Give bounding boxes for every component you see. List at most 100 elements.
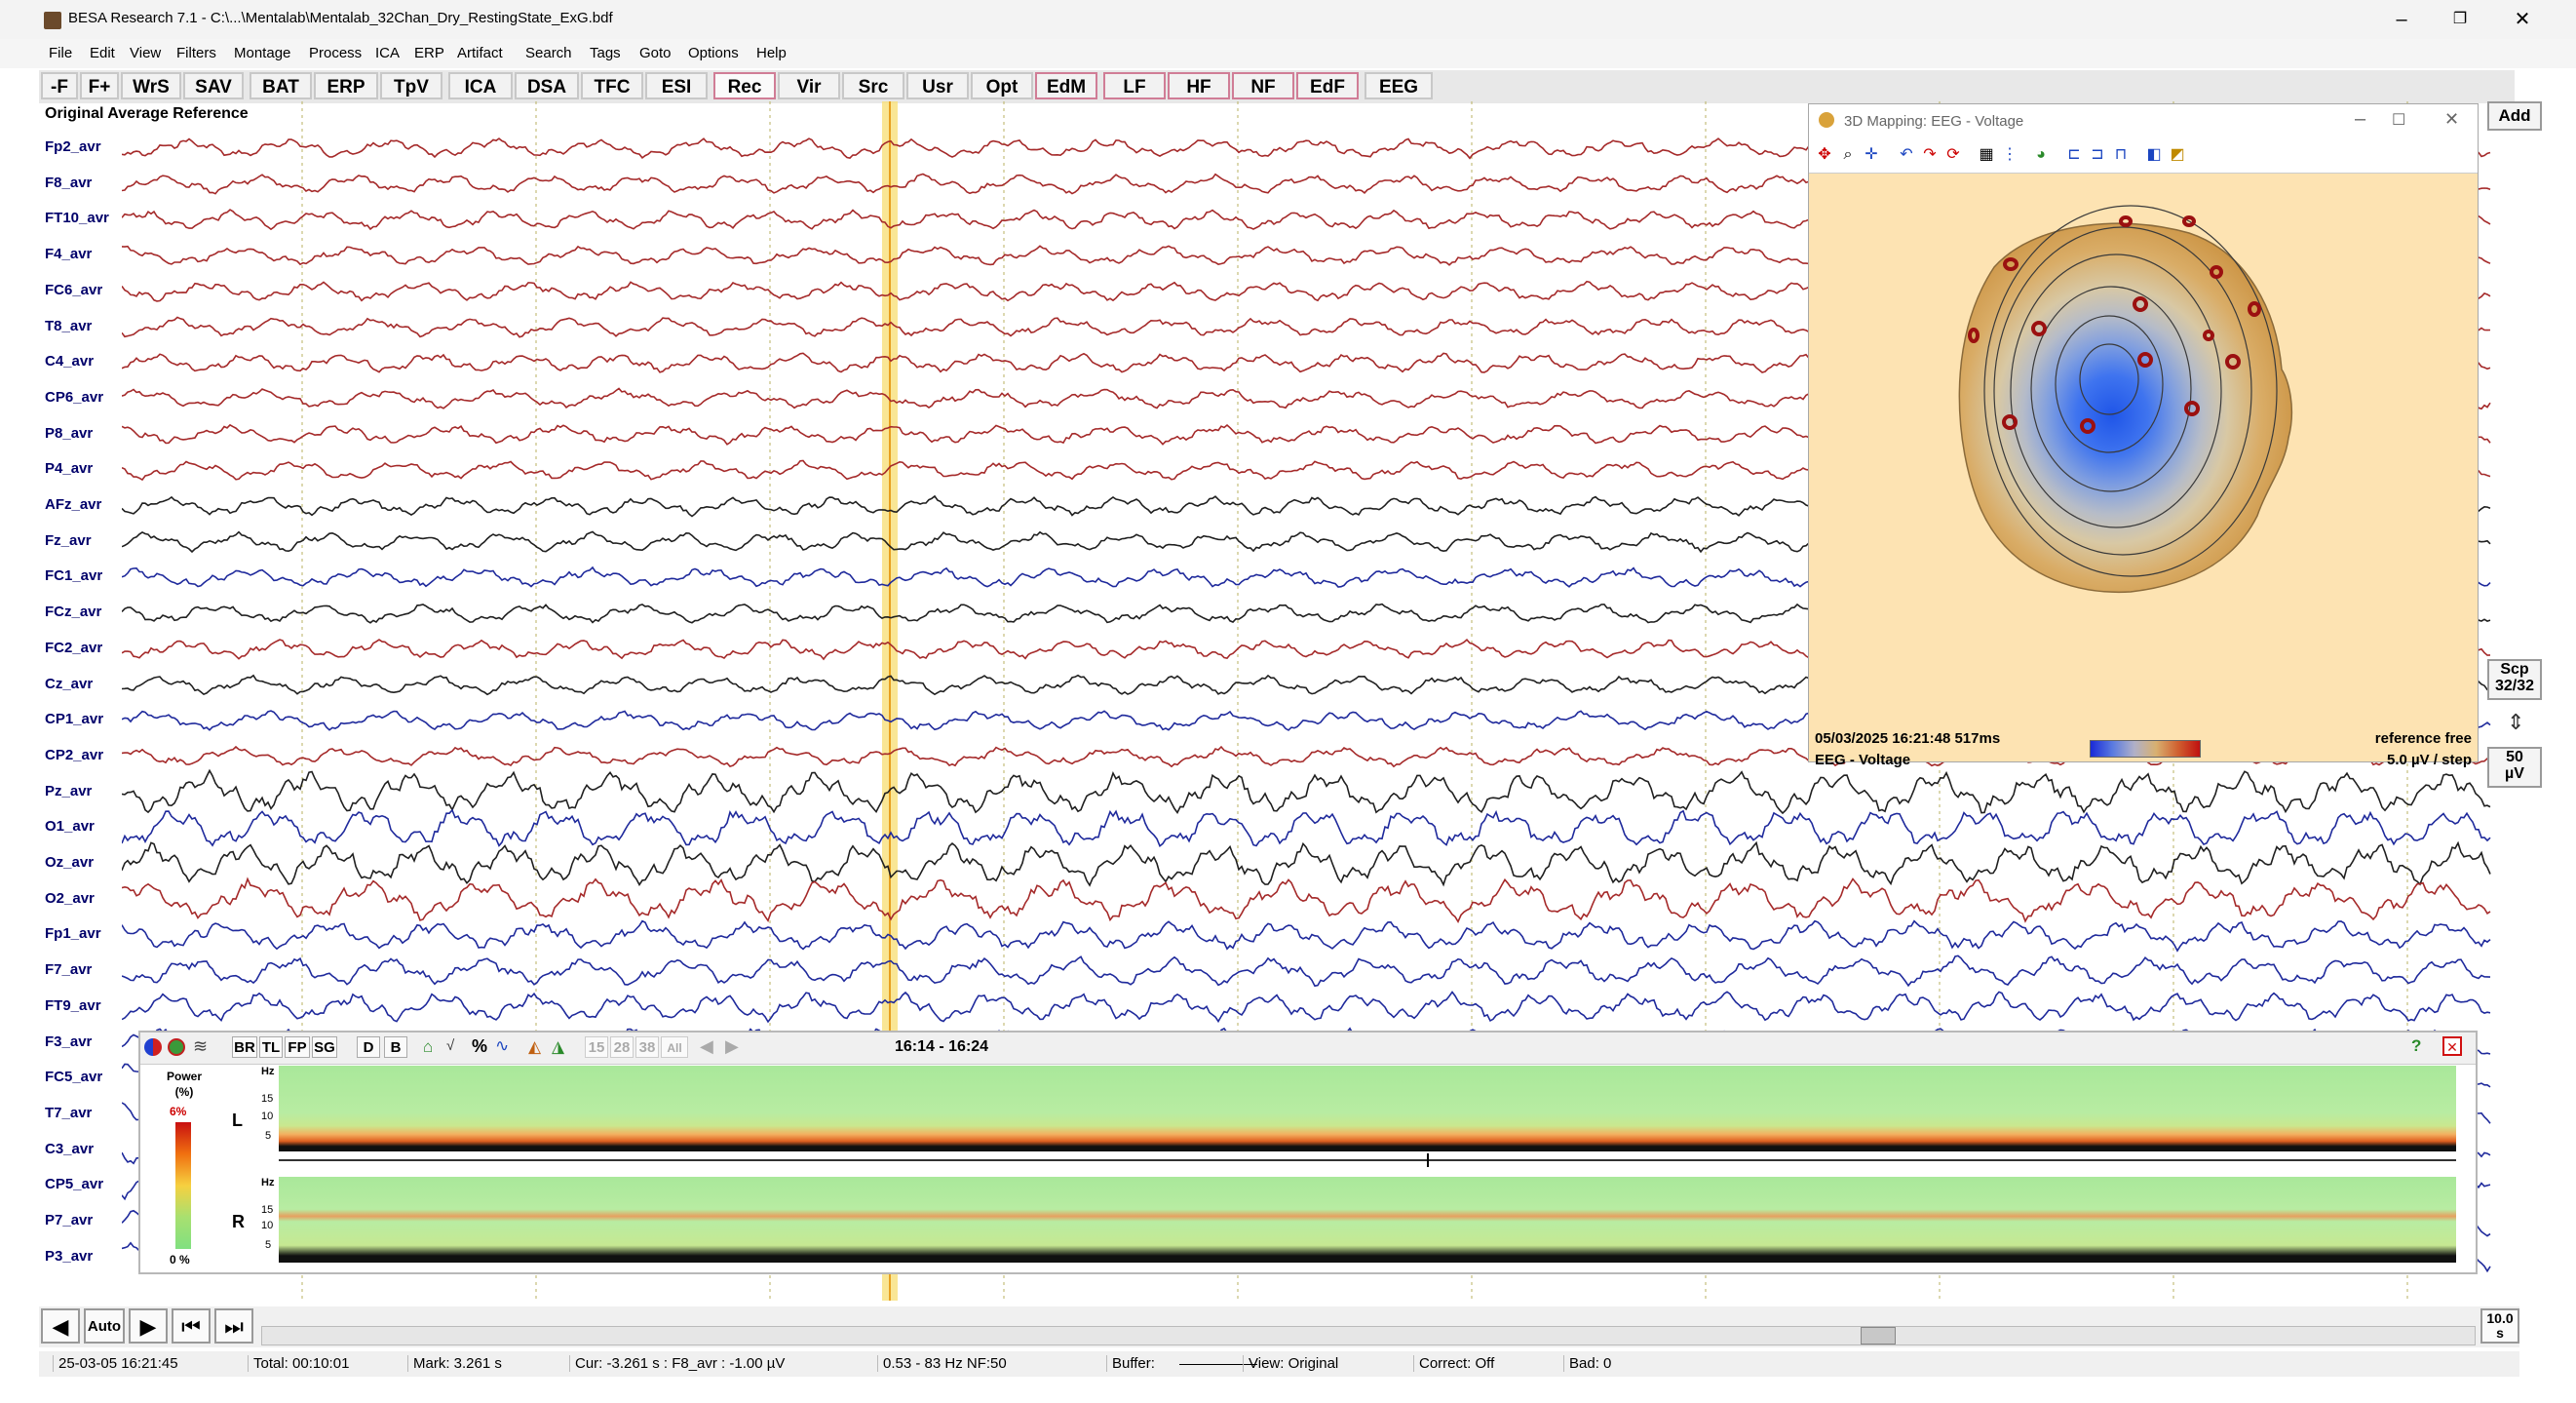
channel-label[interactable]: AFz_avr [45, 496, 102, 513]
mapping-maximize-icon[interactable]: ☐ [2392, 112, 2406, 129]
channel-label[interactable]: FT9_avr [45, 996, 101, 1014]
menu-process[interactable]: Process [309, 45, 363, 61]
grid-icon[interactable]: ⋮ [2002, 146, 2018, 163]
channel-label[interactable]: FC5_avr [45, 1069, 103, 1086]
channel-label[interactable]: Fp1_avr [45, 925, 101, 943]
channel-label[interactable]: CP5_avr [45, 1176, 104, 1193]
menu-goto[interactable]: Goto [639, 45, 672, 61]
toolbar-button-rec[interactable]: Rec [713, 72, 776, 99]
view-front-icon[interactable]: ⊏ [2067, 146, 2081, 163]
toolbar-button-nf[interactable]: NF [1232, 72, 1294, 99]
zoom-icon[interactable]: ⌕ [1843, 146, 1853, 163]
page-forward-button[interactable]: ⏭ [214, 1308, 253, 1344]
spectrogram-right[interactable] [279, 1177, 2456, 1263]
percent-icon[interactable]: % [472, 1036, 488, 1056]
menu-ica[interactable]: ICA [375, 45, 401, 61]
eeg-trace[interactable] [122, 991, 2491, 1024]
channel-label[interactable]: Cz_avr [45, 675, 94, 692]
channel-label[interactable]: Fz_avr [45, 531, 92, 549]
menu-options[interactable]: Options [688, 45, 739, 61]
channel-label[interactable]: C3_avr [45, 1140, 95, 1157]
scrollbar-thumb[interactable] [1861, 1327, 1896, 1345]
minimize-button[interactable]: – [2396, 9, 2407, 30]
toolbar-button-lf[interactable]: LF [1103, 72, 1166, 99]
menu-tags[interactable]: Tags [590, 45, 621, 61]
channel-label[interactable]: P4_avr [45, 460, 94, 478]
toolbar-button-edm[interactable]: EdM [1035, 72, 1097, 99]
channel-label[interactable]: Oz_avr [45, 854, 95, 871]
wave-power-icon[interactable]: ∿ [495, 1036, 510, 1055]
spectrogram-close-icon[interactable]: ✕ [2442, 1036, 2462, 1056]
scp-button[interactable]: Scp 32/32 [2487, 659, 2542, 700]
channel-label[interactable]: F3_avr [45, 1033, 93, 1050]
channel-label[interactable]: O1_avr [45, 818, 95, 836]
toolbar-button-hf[interactable]: HF [1168, 72, 1230, 99]
menu-filters[interactable]: Filters [176, 45, 216, 61]
chart-icon[interactable]: ◭ [528, 1037, 542, 1056]
spectrogram-left[interactable] [279, 1066, 2456, 1151]
rotate-left-icon[interactable]: ↶ [1900, 146, 1913, 163]
eeg-trace[interactable] [122, 768, 2491, 815]
topo-icon[interactable] [144, 1038, 162, 1056]
channel-label[interactable]: T7_avr [45, 1104, 93, 1121]
toolbar-button-src[interactable]: Src [842, 72, 904, 99]
toolbar-button-tfc[interactable]: TFC [581, 72, 643, 99]
eeg-trace[interactable] [122, 919, 2491, 953]
next-icon[interactable]: ▶ [725, 1036, 739, 1056]
mapping-minimize-icon[interactable]: – [2355, 108, 2366, 130]
channel-label[interactable]: FC6_avr [45, 281, 103, 298]
toolbar-button-wrs[interactable]: WrS [121, 72, 181, 99]
button-all[interactable]: All [661, 1036, 688, 1058]
toolbar-button-esi[interactable]: ESI [645, 72, 708, 99]
channel-label[interactable]: FC1_avr [45, 567, 103, 585]
menu-erp[interactable]: ERP [414, 45, 444, 61]
toolbar-button-f-plus[interactable]: F+ [80, 72, 119, 99]
channel-label[interactable]: F8_avr [45, 174, 93, 191]
button-sg[interactable]: SG [312, 1036, 337, 1058]
channel-label[interactable]: Pz_avr [45, 782, 93, 799]
step-back-button[interactable]: ◀ [41, 1308, 80, 1344]
toolbar-button-sav[interactable]: SAV [183, 72, 244, 99]
button-br[interactable]: BR [232, 1036, 257, 1058]
menu-help[interactable]: Help [756, 45, 787, 61]
channel-label[interactable]: P7_avr [45, 1212, 94, 1228]
channel-label[interactable]: P8_avr [45, 424, 94, 442]
toolbar-button-usr[interactable]: Usr [906, 72, 969, 99]
voltage-head-map[interactable] [1809, 175, 2478, 721]
menu-montage[interactable]: Montage [234, 45, 291, 61]
move-icon[interactable]: ✥ [1818, 146, 1831, 163]
pan-icon[interactable]: ✛ [1865, 146, 1878, 163]
channel-label[interactable]: CP1_avr [45, 711, 104, 728]
mapping-window[interactable]: 3D Mapping: EEG - Voltage – ☐ ✕ ✥ ⌕ ✛ ↶ … [1808, 103, 2479, 768]
toolbar-button-tpv[interactable]: TpV [380, 72, 442, 99]
channel-label[interactable]: Fp2_avr [45, 138, 101, 155]
menu-search[interactable]: Search [525, 45, 572, 61]
button-15[interactable]: 15 [585, 1036, 608, 1058]
eeg-trace[interactable] [122, 877, 2491, 924]
sum-icon[interactable]: ⌂ [423, 1037, 434, 1056]
channel-label[interactable]: FC2_avr [45, 639, 103, 656]
menu-file[interactable]: File [49, 45, 73, 61]
channel-label[interactable]: F4_avr [45, 246, 93, 263]
prev-icon[interactable]: ◀ [700, 1036, 713, 1056]
channel-label[interactable]: CP2_avr [45, 746, 104, 763]
chart-green-icon[interactable]: ◮ [552, 1037, 565, 1056]
channel-label[interactable]: CP6_avr [45, 388, 104, 406]
help-icon[interactable]: ? [2411, 1036, 2422, 1055]
play-button[interactable]: ▶ [129, 1308, 168, 1344]
channel-label[interactable]: FT10_avr [45, 210, 109, 227]
time-scrollbar[interactable] [261, 1326, 2476, 1345]
electrode-icon[interactable]: ◕ [2036, 146, 2046, 163]
close-button[interactable]: ✕ [2514, 9, 2531, 30]
toolbar-button-ica[interactable]: ICA [448, 72, 513, 99]
toolbar-button-dsa[interactable]: DSA [515, 72, 579, 99]
color-scale-icon[interactable]: ◧ [2146, 146, 2162, 163]
sqrt-icon[interactable]: √ [446, 1037, 455, 1054]
button-fp[interactable]: FP [285, 1036, 310, 1058]
menu-edit[interactable]: Edit [90, 45, 115, 61]
button-d[interactable]: D [357, 1036, 380, 1058]
menu-view[interactable]: View [130, 45, 162, 61]
standard-view-icon[interactable]: ▦ [1979, 146, 1994, 163]
map-icon[interactable] [168, 1038, 185, 1056]
channel-label[interactable]: O2_avr [45, 889, 95, 907]
